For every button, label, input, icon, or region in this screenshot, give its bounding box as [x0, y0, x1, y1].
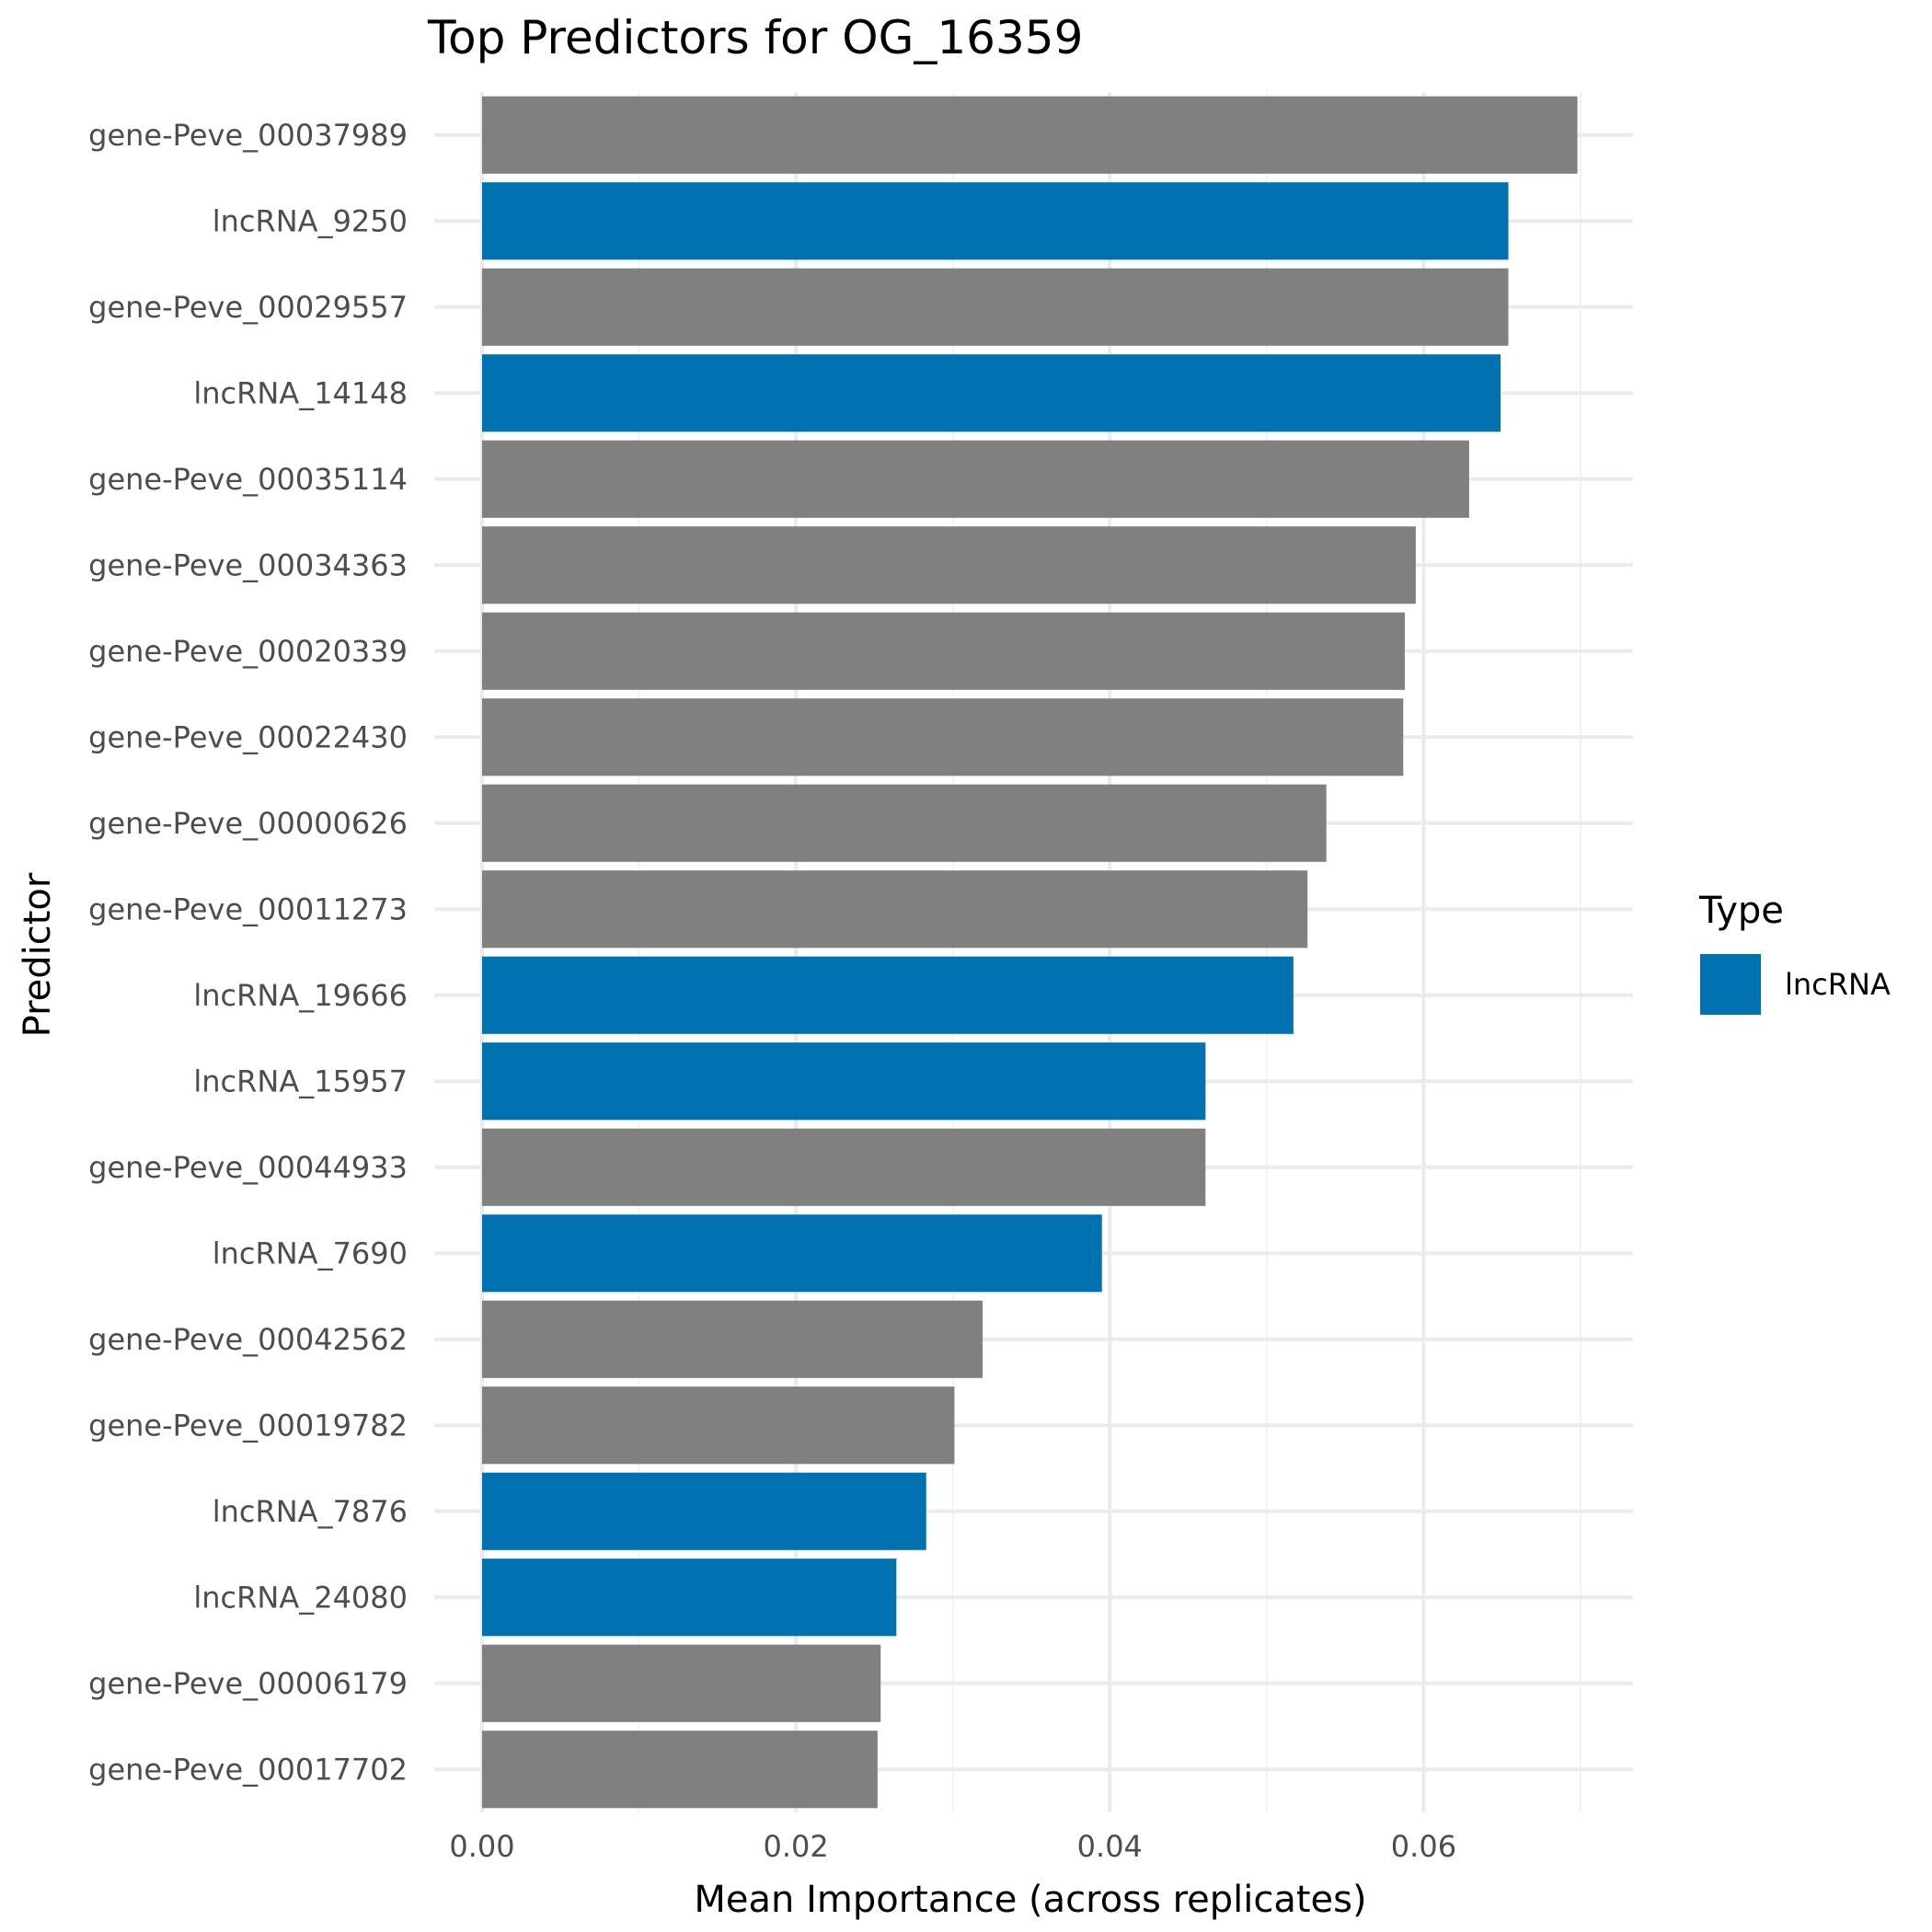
- bar-gene-Peve_00011273: [482, 870, 1308, 949]
- legend-title: Type: [1698, 890, 1784, 932]
- y-tick-label: gene-Peve_00022430: [88, 719, 408, 754]
- bar-gene-Peve_00020339: [482, 612, 1405, 690]
- y-tick-label: gene-Peve_00019782: [88, 1408, 408, 1443]
- bar-lncRNA_19666: [482, 956, 1294, 1034]
- bar-gene-Peve_00029557: [482, 268, 1509, 346]
- bar-gene-Peve_00022430: [482, 698, 1404, 776]
- x-tick-labels: 0.00 0.02 0.04 0.06: [449, 1829, 1456, 1864]
- y-tick-label: gene-Peve_00006179: [88, 1666, 408, 1701]
- bar-lncRNA_7876: [482, 1472, 926, 1550]
- legend-swatch-lncrna: [1700, 954, 1761, 1015]
- y-tick-label: lncRNA_24080: [193, 1580, 408, 1615]
- y-tick-label: lncRNA_7876: [213, 1494, 408, 1529]
- legend: Type lncRNA: [1698, 890, 1891, 1015]
- x-tick-label: 0.00: [449, 1829, 514, 1864]
- y-axis-title: Predictor: [17, 872, 59, 1037]
- bar-gene-Peve_00035114: [482, 440, 1469, 518]
- bar-lncRNA_7690: [482, 1214, 1102, 1293]
- y-tick-label: lncRNA_9250: [213, 203, 408, 238]
- x-tick-label: 0.06: [1391, 1829, 1456, 1864]
- y-tick-label: gene-Peve_00029557: [88, 290, 408, 325]
- bar-gene-Peve_00034363: [482, 526, 1416, 604]
- bar-gene-Peve_00019782: [482, 1386, 955, 1465]
- y-tick-label: lncRNA_15957: [193, 1064, 408, 1098]
- y-tick-label: gene-Peve_00020339: [88, 634, 408, 669]
- y-tick-label: gene-Peve_00035114: [88, 462, 408, 497]
- y-tick-label: gene-Peve_00017702: [88, 1752, 408, 1787]
- y-tick-label: gene-Peve_00011273: [88, 891, 408, 926]
- x-tick-label: 0.04: [1077, 1829, 1143, 1864]
- bar-lncRNA_14148: [482, 354, 1501, 432]
- bars: [482, 96, 1578, 1809]
- bar-gene-Peve_00044933: [482, 1128, 1206, 1206]
- bar-gene-Peve_00037989: [482, 96, 1578, 174]
- bar-lncRNA_24080: [482, 1558, 897, 1637]
- grid: [434, 92, 1633, 1812]
- y-tick-label: lncRNA_7690: [213, 1236, 408, 1271]
- bar-lncRNA_9250: [482, 182, 1509, 260]
- bar-gene-Peve_00042562: [482, 1300, 983, 1378]
- y-tick-label: gene-Peve_00000626: [88, 806, 408, 841]
- y-tick-label: lncRNA_14148: [193, 375, 408, 410]
- y-tick-labels: gene-Peve_00037989 lncRNA_9250 gene-Peve_0…: [88, 118, 408, 1788]
- y-tick-label: gene-Peve_00034363: [88, 547, 408, 582]
- bar-gene-Peve_00017702: [482, 1731, 878, 1809]
- x-axis-title: Mean Importance (across replicates): [694, 1879, 1366, 1921]
- bar-lncRNA_15957: [482, 1042, 1206, 1121]
- bar-gene-Peve_00000626: [482, 784, 1327, 862]
- y-tick-label: lncRNA_19666: [193, 978, 408, 1013]
- y-tick-label: gene-Peve_00042562: [88, 1322, 408, 1357]
- chart-title: Top Predictors for OG_16359: [427, 11, 1083, 64]
- bar-gene-Peve_00006179: [482, 1644, 881, 1722]
- x-tick-label: 0.02: [764, 1829, 829, 1864]
- y-tick-label: gene-Peve_00044933: [88, 1150, 408, 1185]
- legend-label-lncrna: lncRNA: [1785, 967, 1891, 1002]
- y-tick-label: gene-Peve_00037989: [88, 118, 408, 153]
